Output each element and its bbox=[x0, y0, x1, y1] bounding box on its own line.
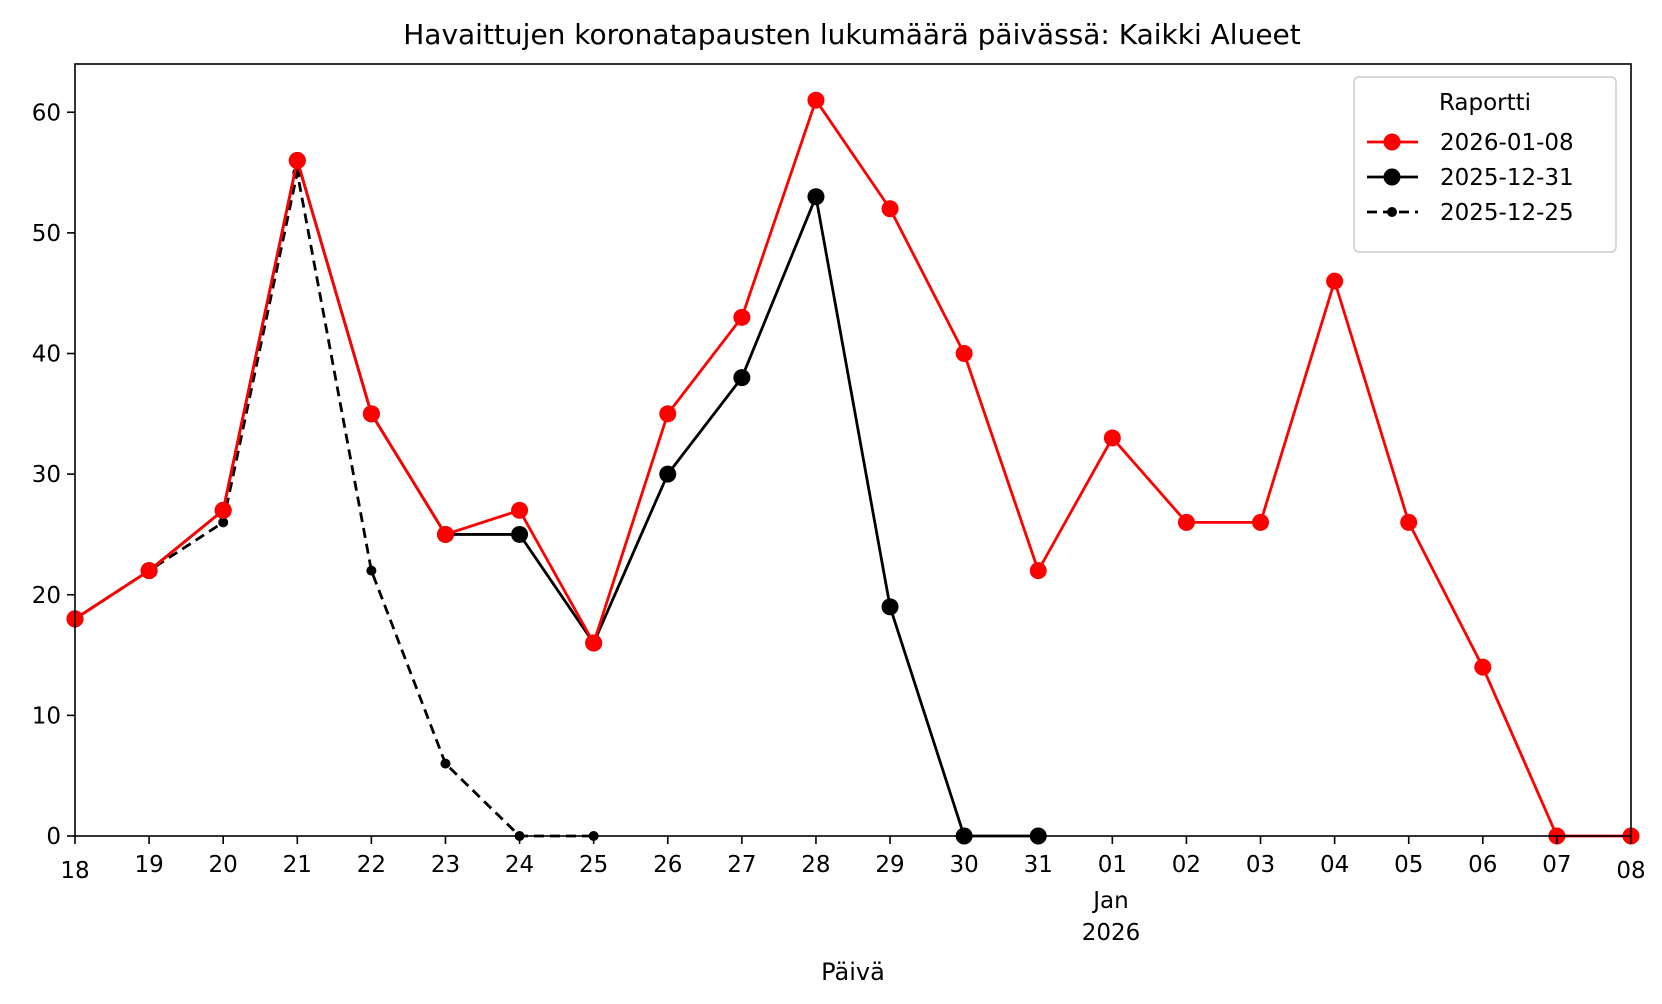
y-tick-label: 30 bbox=[32, 462, 61, 488]
legend-marker bbox=[1387, 207, 1397, 217]
plot-frame bbox=[74, 63, 1632, 837]
legend-marker bbox=[1383, 133, 1401, 151]
x-tick-label: 22 bbox=[357, 852, 386, 878]
data-point bbox=[881, 200, 899, 218]
legend-marker bbox=[1383, 168, 1401, 186]
data-point bbox=[436, 525, 454, 543]
data-point bbox=[511, 501, 529, 519]
x-tick-label: 25 bbox=[579, 852, 608, 878]
x-tick-label: 18 bbox=[60, 858, 89, 884]
x-tick-label: 02 bbox=[1172, 852, 1201, 878]
data-point bbox=[1252, 513, 1270, 531]
data-point bbox=[881, 598, 899, 616]
x-tick-label: 31 bbox=[1024, 852, 1053, 878]
x-secondary-month-label: Jan bbox=[1091, 888, 1128, 914]
x-axis: 18 19 20 21 22 23 24 25 26 27 28 29 30 31 01 02 03 04 05 06… bbox=[60, 836, 1646, 884]
x-axis-label: Päivä bbox=[821, 958, 885, 986]
legend-label: 2025-12-25 bbox=[1440, 200, 1574, 226]
data-point bbox=[440, 758, 451, 769]
data-point bbox=[1474, 658, 1492, 676]
data-point bbox=[1177, 513, 1195, 531]
x-tick-label: 30 bbox=[950, 852, 979, 878]
data-point bbox=[1326, 272, 1344, 290]
data-point bbox=[140, 562, 158, 580]
x-tick-label: 29 bbox=[875, 852, 904, 878]
x-tick-label: 08 bbox=[1616, 858, 1645, 884]
legend-entry: 2026-01-08 bbox=[1367, 130, 1574, 156]
y-tick-label: 20 bbox=[32, 583, 61, 609]
data-point bbox=[1029, 562, 1047, 580]
x-tick-label: 07 bbox=[1542, 852, 1571, 878]
data-point bbox=[585, 634, 603, 652]
series-line bbox=[74, 98, 1631, 838]
legend-label: 2025-12-31 bbox=[1440, 165, 1574, 191]
data-point bbox=[659, 405, 677, 423]
data-point bbox=[218, 517, 229, 528]
chart-title: Havaittujen koronatapausten lukumäärä pä… bbox=[403, 18, 1301, 51]
x-tick-label: 23 bbox=[431, 852, 460, 878]
legend-label: 2026-01-08 bbox=[1440, 130, 1574, 156]
data-point bbox=[1103, 429, 1121, 447]
x-tick-label: 27 bbox=[727, 852, 756, 878]
plot-area bbox=[66, 91, 1640, 845]
data-point bbox=[733, 308, 751, 326]
x-tick-label: 04 bbox=[1320, 852, 1349, 878]
legend-box bbox=[1353, 76, 1617, 253]
x-tick-label: 06 bbox=[1468, 852, 1497, 878]
data-point bbox=[1400, 513, 1418, 531]
legend-entry: 2025-12-31 bbox=[1367, 165, 1574, 191]
x-tick-label: 21 bbox=[283, 852, 312, 878]
x-tick-label: 28 bbox=[801, 852, 830, 878]
series-2025-12-31 bbox=[66, 152, 1047, 845]
data-point bbox=[807, 188, 825, 206]
series-line bbox=[74, 171, 594, 838]
data-point bbox=[362, 405, 380, 423]
data-point bbox=[366, 565, 377, 576]
data-point bbox=[659, 465, 677, 483]
y-tick-label: 10 bbox=[32, 703, 61, 729]
y-tick-label: 50 bbox=[32, 221, 61, 247]
series-line bbox=[74, 159, 1039, 838]
data-point bbox=[807, 91, 825, 109]
y-tick-label: 60 bbox=[32, 100, 61, 126]
series-2026-01-08 bbox=[66, 91, 1640, 845]
data-point bbox=[955, 345, 973, 362]
data-point bbox=[511, 525, 529, 543]
legend-entry: 2025-12-25 bbox=[1367, 200, 1574, 226]
legend: Raportti 2026-01-08 2025-12-31 2025-12-25 bbox=[1353, 76, 1617, 253]
data-point bbox=[288, 152, 306, 169]
x-secondary-year-label: 2026 bbox=[1082, 920, 1141, 946]
x-tick-label: 24 bbox=[505, 852, 534, 878]
legend-title: Raportti bbox=[1439, 90, 1531, 116]
y-tick-label: 0 bbox=[46, 824, 61, 850]
data-point bbox=[733, 369, 751, 387]
x-tick-label: 03 bbox=[1246, 852, 1275, 878]
x-tick-label: 26 bbox=[653, 852, 682, 878]
x-tick-label: 01 bbox=[1098, 852, 1127, 878]
x-tick-label: 20 bbox=[209, 852, 238, 878]
x-tick-label: 19 bbox=[134, 852, 163, 878]
data-point bbox=[214, 501, 232, 519]
x-tick-label: 05 bbox=[1394, 852, 1423, 878]
y-tick-label: 40 bbox=[32, 342, 61, 368]
y-axis: 0 10 20 30 40 50 60 bbox=[32, 100, 75, 850]
